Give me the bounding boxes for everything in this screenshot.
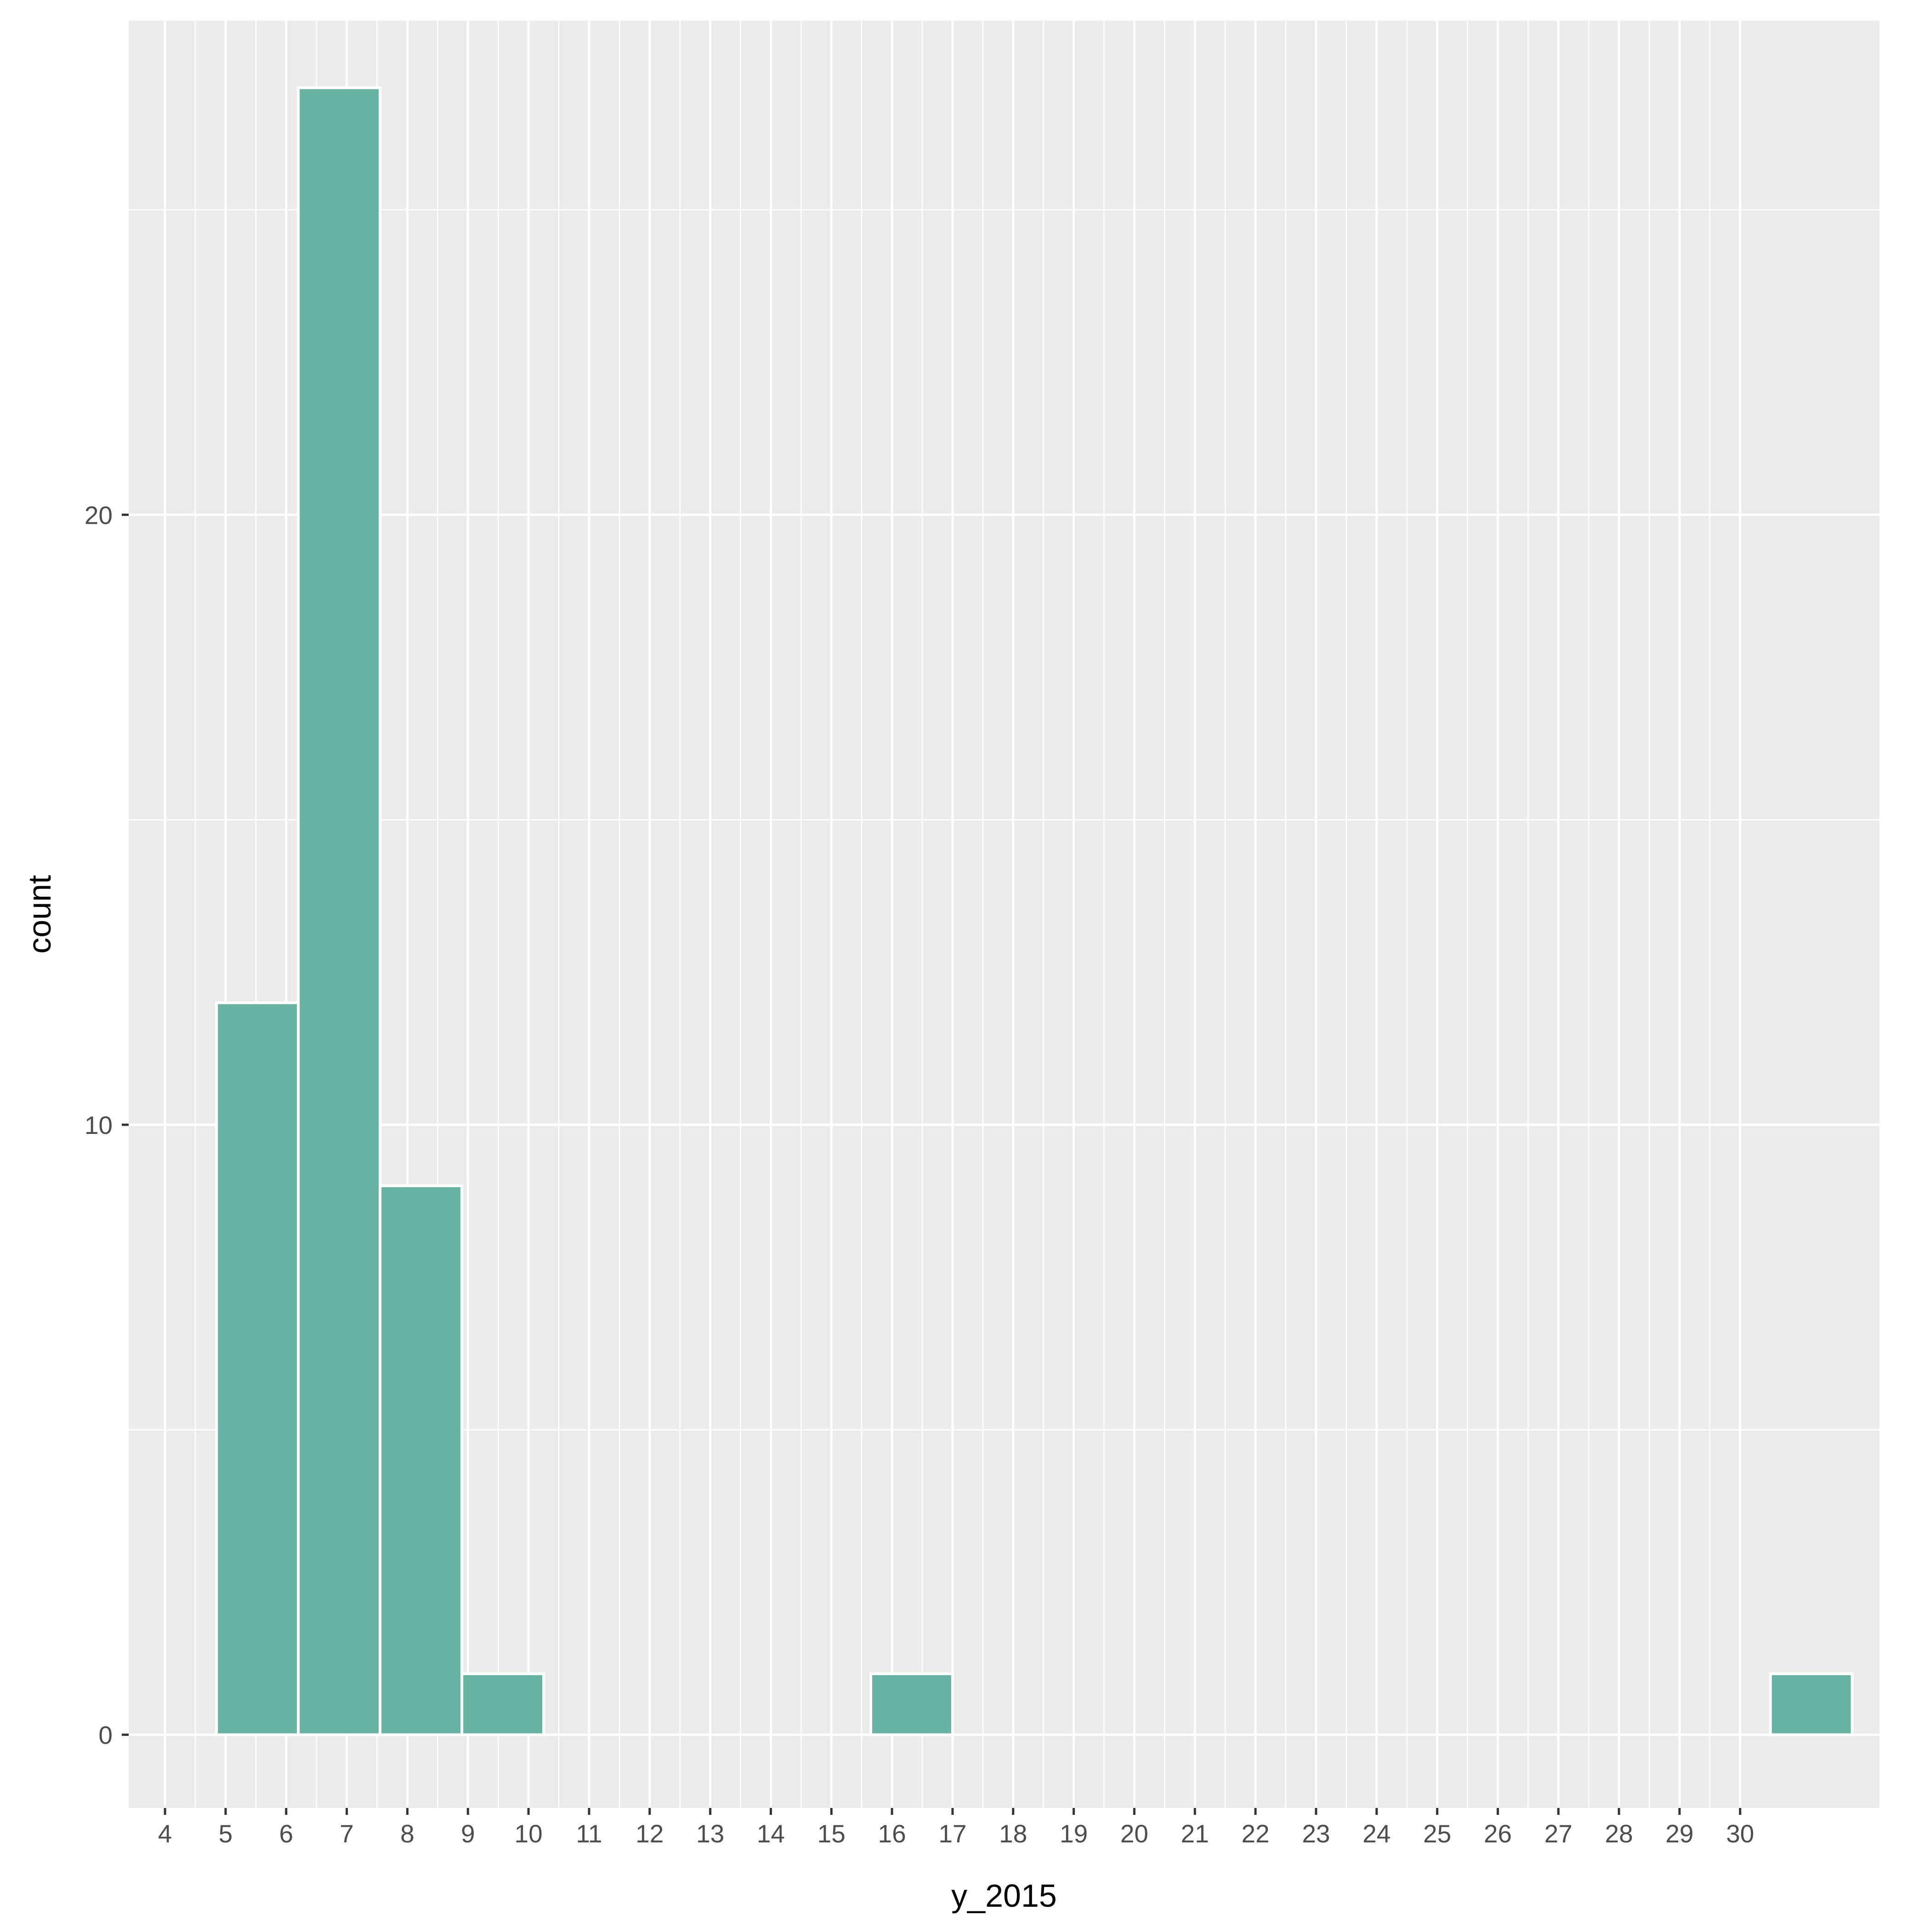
histogram-bar bbox=[460, 1672, 545, 1736]
x-tick-label: 9 bbox=[461, 1819, 475, 1848]
y-axis-title: count bbox=[22, 875, 57, 953]
x-tick-label: 11 bbox=[576, 1819, 602, 1848]
x-tick-label: 26 bbox=[1484, 1819, 1512, 1848]
x-tick-label: 13 bbox=[696, 1819, 724, 1848]
x-tick-label: 30 bbox=[1726, 1819, 1754, 1848]
x-tick-label: 15 bbox=[817, 1819, 846, 1848]
x-tick-label: 27 bbox=[1544, 1819, 1572, 1848]
x-tick-label: 21 bbox=[1181, 1819, 1209, 1848]
y-tick-label: 10 bbox=[85, 1111, 113, 1139]
histogram-bar bbox=[297, 86, 382, 1736]
x-tick-label: 19 bbox=[1060, 1819, 1088, 1848]
x-tick-label: 16 bbox=[878, 1819, 906, 1848]
x-tick-label: 22 bbox=[1242, 1819, 1270, 1848]
x-tick-label: 4 bbox=[158, 1819, 172, 1848]
histogram-bar bbox=[379, 1184, 464, 1736]
x-tick-label: 20 bbox=[1120, 1819, 1148, 1848]
histogram-bar bbox=[215, 1001, 300, 1736]
x-axis-title: y_2015 bbox=[951, 1878, 1057, 1914]
y-tick-label: 0 bbox=[98, 1721, 113, 1750]
x-tick-label: 17 bbox=[938, 1819, 966, 1848]
histogram-bar bbox=[869, 1672, 954, 1736]
x-tick-label: 18 bbox=[999, 1819, 1027, 1848]
x-tick-label: 7 bbox=[340, 1819, 354, 1848]
x-tick-label: 12 bbox=[636, 1819, 664, 1848]
x-tick-label: 29 bbox=[1665, 1819, 1693, 1848]
x-tick-label: 10 bbox=[515, 1819, 543, 1848]
major-gridlines bbox=[129, 21, 1879, 1808]
x-tick-label: 25 bbox=[1423, 1819, 1451, 1848]
x-tick-label: 23 bbox=[1302, 1819, 1330, 1848]
x-tick-label: 6 bbox=[279, 1819, 293, 1848]
histogram-bar bbox=[1769, 1672, 1854, 1736]
y-axis: 0 10 20 bbox=[85, 501, 129, 1750]
y-tick-label: 20 bbox=[85, 501, 113, 529]
histogram-bars bbox=[215, 86, 1854, 1736]
x-tick-label: 8 bbox=[400, 1819, 414, 1848]
x-tick-label: 28 bbox=[1605, 1819, 1633, 1848]
x-axis: 4 5 6 7 8 9 10 11 12 13 14 15 16 17 18 19 20 21 22 23 24 25 26… bbox=[158, 1808, 1754, 1848]
x-tick-label: 24 bbox=[1362, 1819, 1391, 1848]
x-tick-label: 14 bbox=[757, 1819, 785, 1848]
x-tick-label: 5 bbox=[219, 1819, 233, 1848]
